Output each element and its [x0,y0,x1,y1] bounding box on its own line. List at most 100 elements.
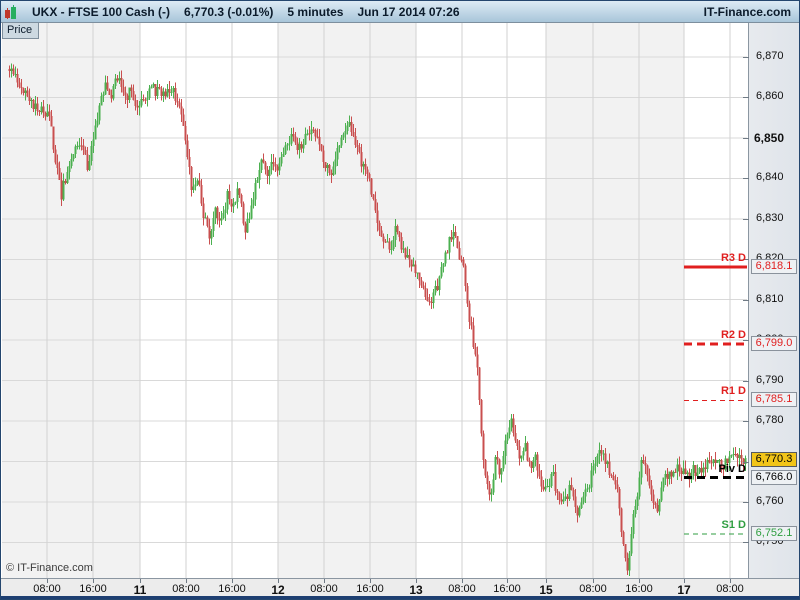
candle-body [120,78,123,88]
candle-body [548,485,551,487]
current-price-box: 6,770.3 [751,452,797,468]
candle-body [640,460,643,478]
candle-body [390,248,393,250]
candle-body [502,455,505,469]
candle-body [728,456,731,464]
tab-price[interactable]: Price [2,23,40,39]
price-axis[interactable]: 6,8706,8606,8506,8406,8306,8206,8106,800… [743,23,799,578]
candle-body [100,96,103,106]
candle-body [62,180,65,200]
candle-body [618,488,621,509]
candle-body [630,533,633,554]
candle-body [342,134,345,138]
y-tick [743,461,749,463]
y-tick [743,340,749,342]
candle-body [122,87,125,93]
candle-body [404,248,407,258]
candle-body [646,465,649,476]
candle-body [110,95,113,99]
candle-body [496,457,499,460]
time-axis[interactable]: 08:00 16:00 11 08:00 16:00 12 08:00 16:00 13 08:0… [1,578,799,598]
candle-body [46,111,49,117]
candle-body [678,464,681,472]
candle-body [634,506,637,515]
candle-body [238,188,241,196]
candle-body [652,494,655,504]
candle-body [376,210,379,224]
level-name-label: R1 D [720,385,746,398]
candle-body [8,69,11,72]
x-tick [47,579,48,583]
candle-body [368,173,371,179]
candle-body [94,125,97,140]
candle-body [686,472,689,474]
candle-body [620,508,623,532]
candle-body [236,188,239,203]
x-tick [684,579,685,583]
candle-body [334,159,337,167]
candle-body [406,254,409,258]
candle-body [274,163,277,167]
candle-body [738,454,741,459]
candle-body [536,454,539,471]
candle-body [80,145,83,147]
x-axis-label: 15 [539,583,553,597]
candle-body [140,99,143,106]
y-tick [743,218,749,220]
candle-body [452,232,455,240]
candle-body [148,88,151,98]
candle-body [84,150,87,155]
candle-body [216,207,219,219]
candle-body [670,471,673,477]
candle-body [328,165,331,173]
candle-body [426,296,429,301]
candle-body [284,145,287,155]
chart-plot-area[interactable]: © IT-Finance.com R3 D R2 D R1 D Piv D S1 D [1,23,748,578]
candle-body [346,125,349,132]
candle-body [228,191,231,200]
candle-body [104,82,107,95]
candle-body [58,168,61,180]
candle-body [28,96,31,101]
candlestick-icon [5,4,16,19]
candle-body [708,460,711,463]
candle-body [162,91,165,96]
candle-body [424,287,427,297]
candle-body [462,259,465,266]
candle-body [586,488,589,490]
level-price-box: 6,818.1 [751,258,797,274]
candle-body [10,68,13,72]
candle-body [596,456,599,464]
candle-body [26,90,29,97]
candle-body [380,230,383,237]
candle-body [128,87,131,101]
candle-body [402,248,405,250]
candle-body [494,457,497,480]
candle-body [234,202,237,204]
day-band [546,23,684,578]
candle-body [72,154,75,160]
candle-body [448,237,451,253]
x-tick [639,579,640,583]
y-tick [743,137,749,139]
candle-body [152,83,155,87]
timeframe-label[interactable]: 5 minutes [287,4,344,19]
candle-body [444,252,447,264]
candle-body [12,68,15,75]
candle-body [510,418,513,428]
candle-body [592,465,595,471]
candle-body [602,453,605,455]
instrument-title: UKX - FTSE 100 Cash (-) [32,4,171,19]
candle-body [194,184,197,187]
candle-body [672,471,675,477]
candle-body [184,125,187,141]
candle-body [572,489,575,497]
candle-body [648,475,651,486]
candle-body [588,487,591,489]
candle-body [578,507,581,516]
candle-body [266,169,269,176]
level-name-label: R2 D [720,329,746,342]
candle-body [508,427,511,435]
x-tick [93,579,94,583]
candlestick-chart[interactable] [1,23,748,578]
